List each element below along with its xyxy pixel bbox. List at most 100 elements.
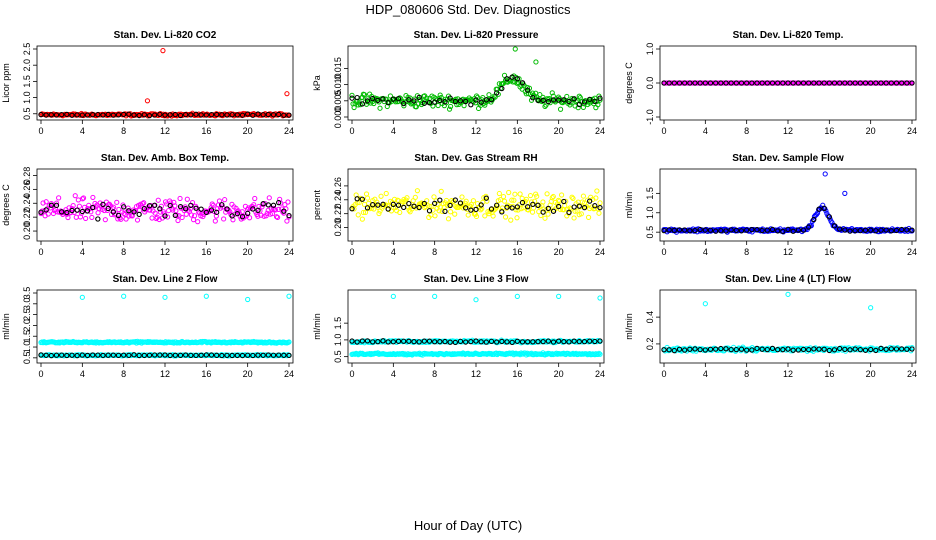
x-tick-label: 20: [866, 126, 876, 136]
outlier-point: [286, 293, 292, 299]
mean-point: [576, 101, 582, 108]
data-point: [45, 211, 51, 217]
data-point: [578, 211, 584, 217]
data-point: [255, 213, 261, 219]
mean-point: [790, 80, 796, 86]
mean-point: [198, 112, 204, 118]
mean-point: [571, 96, 577, 102]
mean-point: [370, 202, 376, 208]
mean-point: [447, 202, 453, 209]
mean-point: [183, 111, 189, 118]
data-point: [184, 196, 190, 202]
data-point: [374, 199, 380, 205]
mean-point: [74, 112, 80, 118]
mean-point: [904, 80, 910, 86]
mean-point: [245, 111, 251, 117]
mean-point: [131, 209, 137, 215]
mean-point: [79, 112, 85, 118]
y-tick-label: 0.2: [645, 338, 655, 351]
panel-title: Stan. Dev. Amb. Box Temp.: [101, 153, 229, 164]
data-point: [438, 188, 444, 194]
data-point: [404, 195, 410, 201]
data-point: [177, 195, 183, 202]
x-tick-label: 8: [744, 369, 749, 379]
mean-point: [483, 97, 489, 103]
data-point: [364, 195, 371, 201]
y-axis-label: ml/min: [624, 313, 634, 340]
data-point: [594, 188, 600, 194]
mean-point: [571, 204, 577, 210]
x-tick-label: 24: [595, 126, 605, 136]
mean-point: [702, 80, 708, 86]
mean-point: [188, 202, 194, 209]
data-point: [452, 211, 458, 217]
data-point: [285, 199, 291, 205]
mean-point: [281, 208, 287, 214]
x-tick-label: 12: [471, 126, 481, 136]
mean-point: [738, 80, 745, 86]
data-point: [216, 198, 223, 204]
mean-point: [121, 111, 127, 118]
outlier-point: [284, 91, 290, 97]
mean-point: [255, 111, 261, 117]
data-point: [170, 207, 176, 213]
y-tick-label: 0.22: [333, 205, 343, 223]
x-tick-label: 20: [243, 126, 253, 136]
y-tick-label: 1.0: [333, 334, 343, 347]
data-point: [516, 76, 522, 82]
mean-point: [842, 80, 848, 86]
y-tick-label: -1.0: [645, 109, 655, 125]
x-tick-label: 8: [432, 126, 437, 136]
x-tick-label: 20: [866, 369, 876, 379]
data-point: [593, 195, 599, 201]
mean-point: [401, 204, 407, 211]
data-point: [227, 209, 233, 215]
panel-5: Stan. Dev. Gas Stream RH0 4 8 12 16 20 240.200…: [312, 153, 605, 257]
mean-point: [514, 76, 520, 82]
x-tick-label: 12: [471, 247, 481, 257]
mean-point: [592, 203, 598, 209]
data-point: [564, 93, 570, 100]
mean-point: [780, 80, 786, 86]
mean-point: [214, 209, 220, 215]
x-tick-label: 16: [824, 126, 834, 136]
x-tick-label: 20: [866, 247, 876, 257]
mean-point: [421, 100, 427, 106]
mean-point: [364, 98, 371, 104]
y-axis-label: Licor ppm: [1, 63, 11, 103]
data-point: [435, 102, 441, 109]
mean-point: [488, 96, 495, 103]
mean-point: [84, 208, 91, 214]
mean-point: [364, 205, 371, 211]
mean-point: [411, 203, 417, 209]
mean-point: [250, 112, 256, 118]
mean-point: [53, 202, 60, 208]
mean-point: [48, 202, 54, 208]
y-tick-label: 0.26: [333, 177, 343, 195]
mean-point: [530, 95, 536, 101]
mean-point: [286, 212, 292, 219]
data-point: [276, 206, 282, 213]
mean-point: [514, 204, 520, 210]
mean-point: [826, 80, 832, 86]
panel-title: Stan. Dev. Sample Flow: [732, 153, 844, 164]
mean-point: [769, 80, 776, 86]
mean-point: [878, 80, 884, 86]
data-point: [212, 218, 218, 224]
data-point: [264, 210, 270, 216]
data-point: [75, 197, 81, 203]
data-point: [482, 102, 488, 108]
x-tick-label: 4: [391, 126, 396, 136]
mean-point: [697, 80, 703, 86]
x-tick-label: 12: [471, 369, 481, 379]
data-point: [550, 193, 556, 200]
mean-point: [478, 99, 484, 105]
y-tick-label: 0.20: [22, 222, 32, 240]
mean-point: [566, 98, 572, 105]
x-tick-label: 20: [243, 369, 253, 379]
mean-point: [198, 206, 204, 212]
outlier-point: [160, 48, 166, 54]
mean-point: [167, 202, 173, 209]
mean-point: [561, 198, 567, 205]
panel-title: Stan. Dev. Li-820 Pressure: [414, 30, 539, 41]
